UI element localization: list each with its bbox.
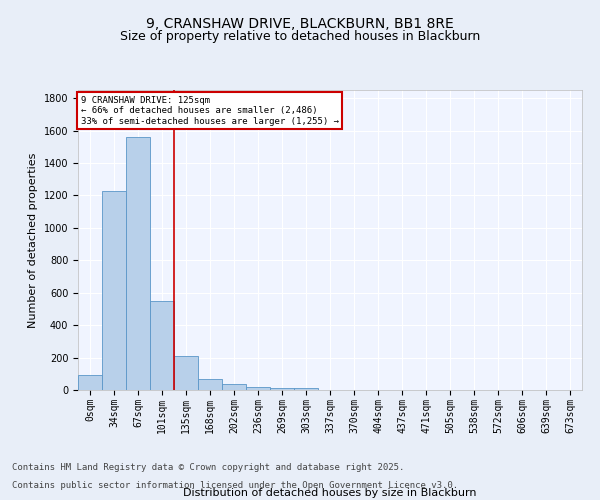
Text: Contains HM Land Registry data © Crown copyright and database right 2025.: Contains HM Land Registry data © Crown c… (12, 464, 404, 472)
Text: 9 CRANSHAW DRIVE: 125sqm
← 66% of detached houses are smaller (2,486)
33% of sem: 9 CRANSHAW DRIVE: 125sqm ← 66% of detach… (80, 96, 338, 126)
Bar (78, 376, 102, 390)
Bar (294, 388, 318, 390)
Bar (270, 388, 294, 390)
Bar (222, 384, 246, 390)
Text: Size of property relative to detached houses in Blackburn: Size of property relative to detached ho… (120, 30, 480, 43)
Bar (174, 356, 198, 390)
Bar (126, 137, 150, 390)
Text: Contains public sector information licensed under the Open Government Licence v3: Contains public sector information licen… (12, 481, 458, 490)
Bar (246, 387, 270, 390)
X-axis label: Distribution of detached houses by size in Blackburn: Distribution of detached houses by size … (183, 488, 477, 498)
Bar (198, 378, 222, 390)
Text: 9, CRANSHAW DRIVE, BLACKBURN, BB1 8RE: 9, CRANSHAW DRIVE, BLACKBURN, BB1 8RE (146, 18, 454, 32)
Bar (102, 190, 126, 390)
Y-axis label: Number of detached properties: Number of detached properties (28, 152, 38, 328)
Bar (150, 301, 174, 390)
